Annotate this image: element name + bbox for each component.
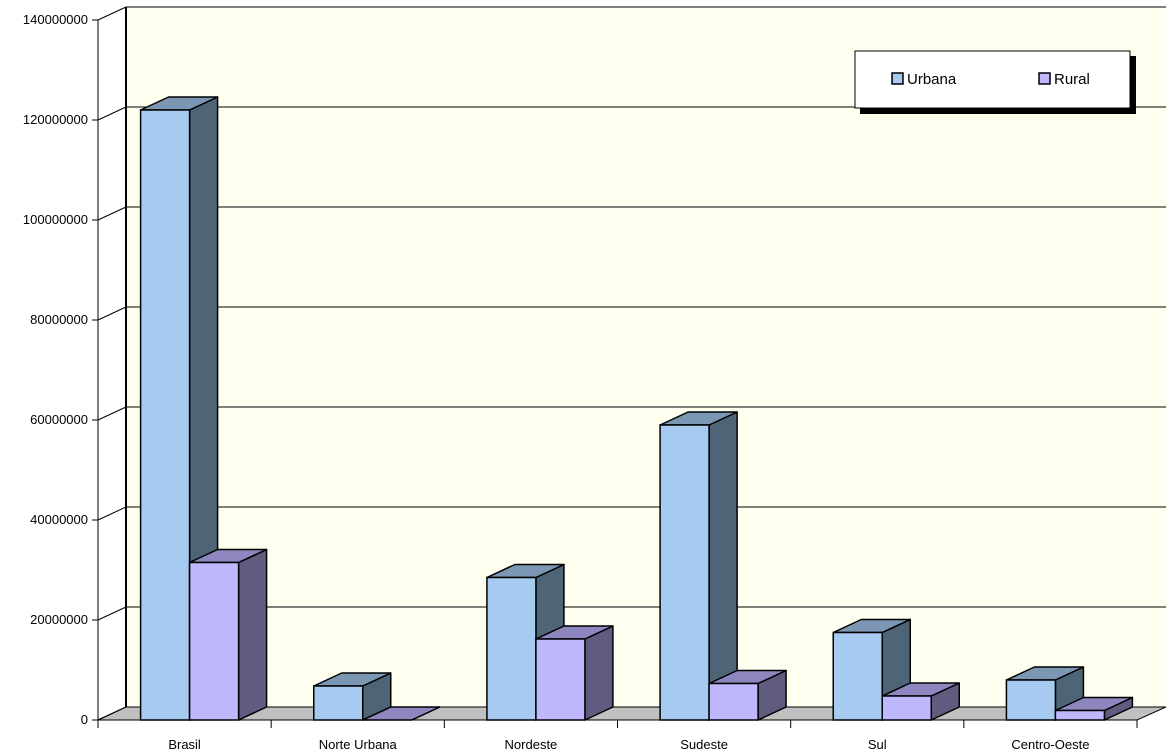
y-tick-label: 60000000: [30, 412, 88, 427]
gridline-side: [97, 706, 127, 721]
y-tick-label: 40000000: [30, 512, 88, 527]
gridline-side: [97, 406, 127, 421]
y-tick-label: 20000000: [30, 612, 88, 627]
gridline-side: [97, 506, 127, 521]
bars: [139, 96, 1134, 721]
gridline-side: [97, 306, 127, 321]
y-tick-label: 140000000: [23, 12, 88, 27]
x-tick-label: Sul: [868, 737, 887, 752]
y-tick-label: 120000000: [23, 112, 88, 127]
x-tick-label: Centro-Oeste: [1011, 737, 1089, 752]
y-tick-label: 80000000: [30, 312, 88, 327]
legend-swatch-rural: [1038, 72, 1051, 85]
legend-label-urbana: Urbana: [907, 71, 957, 88]
gridline-side: [97, 106, 127, 121]
x-tick-label: Norte Urbana: [319, 737, 398, 752]
back-wall: [126, 7, 1166, 707]
bar-rural-2: [535, 625, 614, 721]
legend-swatch-urbana: [891, 72, 904, 85]
bar-rural-4: [881, 682, 960, 721]
gridline-side: [97, 6, 127, 21]
x-tick-label: Nordeste: [505, 737, 558, 752]
bar-rural-3: [708, 669, 787, 721]
y-tick-label: 0: [81, 712, 88, 727]
axes: 0 20000000 40000000 60000000 80000000 1000000…: [23, 12, 1138, 752]
gridline-side: [97, 606, 127, 621]
bar-urbana-3: [659, 411, 738, 721]
x-tick-label: Sudeste: [680, 737, 728, 752]
legend: Urbana Rural: [854, 50, 1136, 114]
bar-rural-0: [188, 548, 268, 721]
y-tick-label: 100000000: [23, 212, 88, 227]
side-wall: [98, 7, 126, 720]
legend-label-rural: Rural: [1054, 71, 1090, 88]
bar-urbana-1: [313, 672, 392, 721]
gridline-side: [97, 206, 127, 221]
x-tick-label: Brasil: [168, 737, 201, 752]
